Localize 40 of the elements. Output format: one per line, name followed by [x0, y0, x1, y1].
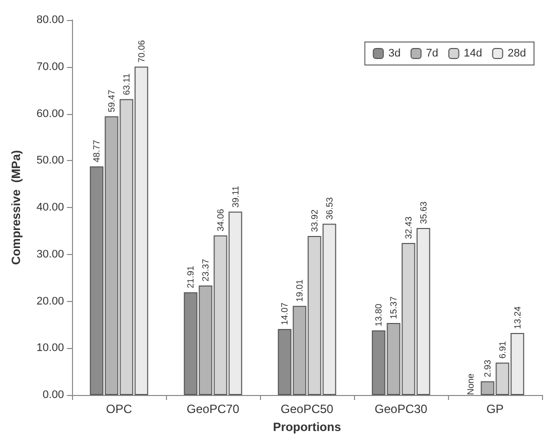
y-tick-label: 30.00 [36, 248, 64, 260]
data-label: 63.11 [121, 73, 132, 96]
y-tick-label: 60.00 [36, 108, 64, 120]
y-tick-label: 80.00 [36, 14, 64, 26]
data-label: 36.53 [324, 197, 334, 220]
x-tick-label: OPC [106, 402, 132, 416]
data-label: 48.77 [92, 140, 102, 162]
legend-label: 14d [464, 48, 482, 60]
data-label: 6.91 [497, 341, 508, 359]
data-label: 34.06 [215, 208, 226, 232]
x-tick-label: GeoPC70 [186, 402, 240, 416]
data-label: 13.80 [374, 304, 384, 326]
data-label: 35.63 [418, 201, 428, 224]
y-axis-title: Compressive (MPa) [9, 150, 23, 265]
data-label: 19.01 [294, 279, 305, 302]
data-label: 21.91 [186, 266, 196, 288]
data-label: 32.43 [403, 216, 414, 239]
data-label: 13.24 [512, 306, 522, 329]
y-tick-label: 50.00 [36, 154, 64, 167]
text: None [466, 373, 476, 395]
x-tick-label: GeoPC30 [374, 402, 428, 416]
data-label: 39.11 [230, 186, 240, 208]
data-label: 23.37 [200, 258, 211, 282]
y-tick-label: 10.00 [36, 342, 64, 354]
legend-label: 7d [426, 48, 438, 60]
y-tick-label: 0.00 [42, 389, 64, 401]
y-tick-label: 40.00 [36, 202, 64, 214]
y-tick-label: 20.00 [36, 295, 64, 308]
y-tick-label: 70.00 [36, 60, 64, 73]
data-label: 14.07 [280, 302, 290, 326]
data-label: 59.47 [106, 90, 117, 112]
data-label: 15.37 [388, 296, 399, 319]
x-tick-label: GP [486, 402, 504, 416]
legend-label: 3d [388, 48, 401, 60]
data-label: 33.92 [309, 209, 320, 232]
x-tick-label: GeoPC50 [280, 402, 334, 416]
x-axis-title: Proportions [273, 420, 342, 434]
data-label: 70.06 [136, 40, 146, 63]
legend-label: 28d [508, 48, 526, 60]
data-label: 2.93 [482, 360, 493, 378]
